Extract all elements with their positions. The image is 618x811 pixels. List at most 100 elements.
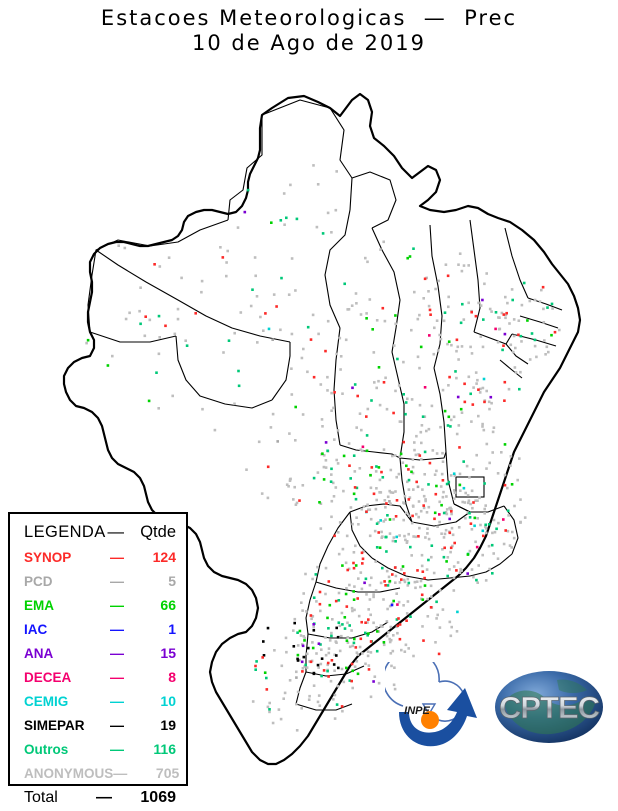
station-marker-ema [503,443,507,446]
station-marker-anonymous [485,389,488,393]
station-marker-synop [469,522,473,525]
station-marker-anonymous [239,311,243,314]
station-marker-anonymous [434,641,437,644]
legend-header-dash: — [107,522,125,541]
station-marker-ema [447,415,451,419]
station-marker-anonymous [372,593,375,596]
station-marker-simepar [337,666,340,670]
station-marker-anonymous [391,539,395,543]
station-marker-anonymous [403,534,406,538]
station-marker-anonymous [506,529,510,533]
station-marker-outros [285,216,288,220]
station-marker-anonymous [456,345,460,349]
station-marker-anonymous [481,422,484,426]
station-marker-anonymous [292,629,295,632]
station-marker-outros [366,634,369,637]
station-marker-anonymous [405,541,409,544]
station-marker-ema [371,328,374,331]
station-marker-anonymous [389,625,393,629]
station-marker-ema [328,603,332,607]
station-marker-anonymous [427,505,431,509]
station-marker-anonymous [396,631,399,635]
station-marker-synop [333,534,336,538]
station-marker-anonymous [387,631,390,634]
station-marker-anonymous [378,491,381,494]
station-marker-synop [356,394,359,398]
station-marker-anonymous [398,534,401,537]
station-marker-anonymous [504,316,507,320]
station-marker-anonymous [353,665,357,668]
station-marker-outros [227,339,231,342]
station-marker-anonymous [545,345,549,349]
station-marker-synop [382,381,386,384]
station-marker-anonymous [479,387,482,391]
station-marker-synop [398,623,402,626]
station-marker-anonymous [158,265,162,268]
station-marker-anonymous [484,504,487,507]
station-marker-outros [459,321,463,325]
station-marker-outros [483,482,486,485]
station-marker-ema [326,616,329,620]
station-marker-anonymous [392,518,395,521]
station-marker-anonymous [434,287,437,291]
cptec-logo: CPTEC [495,671,603,743]
station-marker-anonymous [507,514,510,517]
station-marker-synop [503,483,507,487]
station-marker-ema [435,484,438,488]
station-marker-anonymous [465,464,469,468]
legend-qty: 1 [168,621,176,637]
station-marker-anonymous [444,263,448,266]
station-marker-synop [370,466,374,469]
station-marker-ema [458,483,462,487]
station-marker-anonymous [488,567,491,571]
station-marker-anonymous [176,307,180,311]
station-marker-synop [352,561,355,565]
station-marker-anonymous [362,505,366,508]
station-marker-anonymous [375,626,378,629]
station-marker-ana [301,644,305,648]
station-marker-synop [443,546,446,550]
station-marker-ema [345,639,349,642]
station-marker-simepar [316,663,320,667]
station-marker-simepar [292,645,296,648]
station-marker-anonymous [435,469,438,473]
station-marker-anonymous [359,571,363,574]
station-marker-anonymous [410,521,414,525]
station-marker-anonymous [366,654,370,658]
station-marker-anonymous [200,290,203,294]
station-marker-anonymous [372,351,376,354]
station-marker-anonymous [339,355,343,358]
station-marker-synop [407,468,410,471]
station-marker-anonymous [346,641,350,644]
station-marker-synop [455,569,458,572]
station-marker-anonymous [378,478,382,482]
station-marker-anonymous [311,313,315,317]
station-marker-anonymous [488,307,492,311]
station-marker-anonymous [322,454,326,457]
station-marker-anonymous [158,336,161,339]
station-marker-anonymous [453,474,457,478]
station-marker-anonymous [331,481,335,485]
station-marker-anonymous [304,572,307,576]
station-marker-outros [337,621,341,624]
station-marker-anonymous [453,491,457,494]
station-marker-anonymous [374,507,378,511]
station-marker-ana [448,517,451,521]
station-marker-anonymous [326,375,329,379]
station-marker-anonymous [359,448,363,451]
station-marker-ana [466,572,469,575]
station-marker-anonymous [402,501,405,504]
station-marker-anonymous [353,585,356,588]
station-marker-anonymous [450,343,453,347]
station-marker-anonymous [345,534,349,538]
station-marker-anonymous [433,326,436,330]
station-marker-anonymous [470,420,473,423]
station-marker-synop [309,338,313,341]
legend-dash: — [110,717,124,733]
station-marker-anonymous [414,586,417,590]
station-marker-outros [447,480,451,484]
station-marker-anonymous [461,500,464,504]
legend-row-decea: DECEA — 8 [10,665,186,689]
station-marker-anonymous [425,276,428,280]
station-marker-anonymous [337,552,341,556]
